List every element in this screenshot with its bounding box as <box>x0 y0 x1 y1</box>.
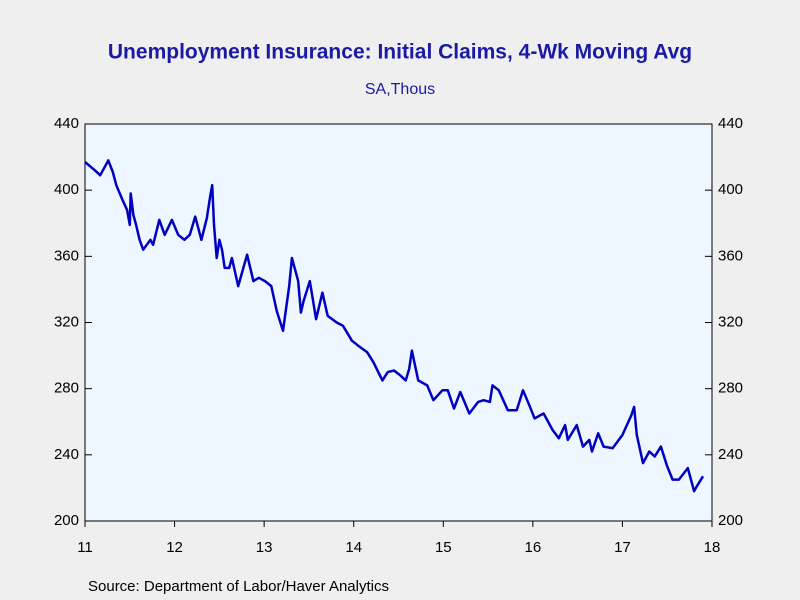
data-line <box>84 159 705 493</box>
y2-tick-label: 320 <box>718 313 743 330</box>
chart-title: Unemployment Insurance: Initial Claims, … <box>108 41 692 64</box>
y-tick-label: 360 <box>54 247 79 264</box>
y-tick-label: 320 <box>54 313 79 330</box>
y2-tick-label: 400 <box>718 181 743 198</box>
x-tick-label: 14 <box>345 539 362 556</box>
y-tick-label: 240 <box>54 446 79 463</box>
y2-tick-label: 440 <box>718 115 743 132</box>
y2-tick-label: 240 <box>718 446 743 463</box>
x-tick-label: 11 <box>77 539 93 556</box>
x-tick-label: 16 <box>525 539 542 556</box>
x-tick-label: 13 <box>256 539 273 556</box>
x-tick-label: 12 <box>166 539 183 556</box>
y-tick-label: 280 <box>54 380 79 397</box>
y-tick-label: 440 <box>54 115 79 132</box>
x-tick-label: 17 <box>614 539 631 556</box>
y-tick-label: 200 <box>54 512 79 529</box>
x-tick-label: 18 <box>704 539 721 556</box>
y-tick-label: 400 <box>54 181 79 198</box>
x-tick-label: 15 <box>435 539 452 556</box>
y2-tick-label: 280 <box>718 380 743 397</box>
chart-subtitle: SA,Thous <box>365 81 435 98</box>
y2-tick-label: 360 <box>718 247 743 264</box>
source-note: Source: Department of Labor/Haver Analyt… <box>88 578 389 595</box>
y2-tick-label: 200 <box>718 512 743 529</box>
plot-area <box>84 123 713 522</box>
